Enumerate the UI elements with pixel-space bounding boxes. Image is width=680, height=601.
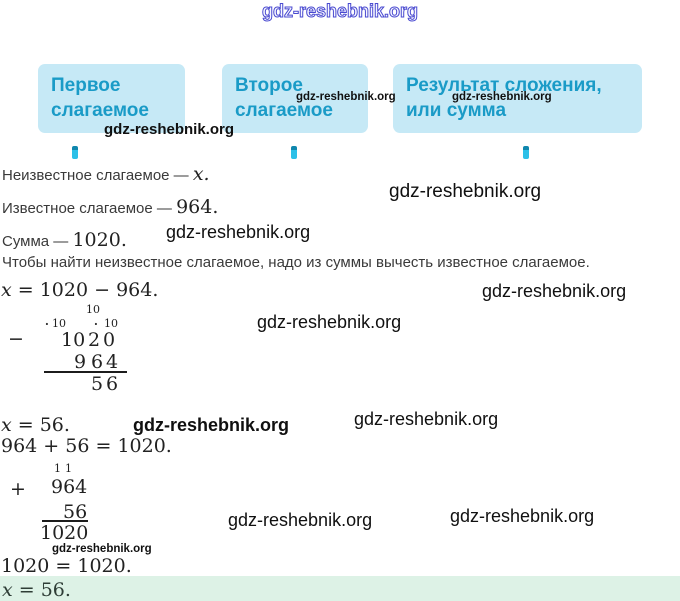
answer-highlight-band: x = 56. bbox=[0, 576, 680, 601]
line-known-addend: Известное слагаемое — 964. bbox=[2, 196, 218, 218]
borrow-note-left: 10 bbox=[52, 317, 66, 330]
equation-check: 964 + 56 = 1020. bbox=[1, 435, 172, 457]
carry-notes: 11 bbox=[54, 462, 76, 475]
subtraction-rule-line bbox=[44, 371, 127, 373]
pointer-marker-sum bbox=[523, 146, 529, 159]
equation-subtraction-var: x bbox=[1, 279, 12, 301]
equation-result-x-var: x bbox=[1, 414, 12, 436]
subtrahend-digit-6: 6 bbox=[91, 351, 104, 373]
watermark: gdz-reshebnik.org bbox=[452, 91, 552, 103]
watermark: gdz-reshebnik.org bbox=[133, 415, 290, 435]
equation-verification: 1020 = 1020. bbox=[1, 555, 132, 577]
pointer-marker-second bbox=[291, 146, 297, 159]
plus-sign: + bbox=[10, 478, 26, 500]
watermark: gdz-reshebnik.org bbox=[52, 543, 152, 555]
line-sum: Сумма — 1020. bbox=[2, 229, 127, 251]
line-sum-label: Сумма — bbox=[2, 233, 73, 250]
line-rule: Чтобы найти неизвестное слагаемое, надо … bbox=[2, 254, 590, 271]
watermark: gdz-reshebnik.org bbox=[482, 281, 627, 301]
watermark: gdz-reshebnik.org bbox=[354, 409, 499, 429]
term-box-second-addend-label: Второе слагаемое bbox=[235, 75, 333, 121]
equation-subtraction: x = 1020 − 964. bbox=[1, 279, 158, 301]
borrow-dot-left: · bbox=[45, 318, 49, 331]
borrow-dot-mid: · bbox=[94, 318, 98, 331]
watermark: gdz-reshebnik.org bbox=[389, 181, 542, 202]
difference-digit-6: 6 bbox=[106, 373, 119, 395]
difference-digit-5: 5 bbox=[91, 373, 104, 395]
term-box-second-addend: Второе слагаемое bbox=[222, 64, 368, 133]
final-answer: x = 56. bbox=[2, 579, 71, 601]
equation-result-x: x = 56. bbox=[1, 414, 70, 436]
borrow-note-right: 10 bbox=[104, 317, 118, 330]
watermark: gdz-reshebnik.org bbox=[228, 510, 373, 530]
watermark: gdz-reshebnik.org bbox=[450, 506, 595, 526]
addition-rule-line bbox=[42, 520, 88, 522]
borrow-note-top: 10 bbox=[86, 303, 100, 316]
equation-subtraction-rest: = 1020 − 964. bbox=[11, 279, 159, 301]
final-answer-rest: = 56. bbox=[12, 579, 71, 601]
addition-sum-digits: 1020 bbox=[40, 522, 89, 544]
line-unknown-addend: Неизвестное слагаемое — x. bbox=[2, 163, 210, 185]
term-box-first-addend-label: Первое слагаемое bbox=[51, 75, 149, 121]
watermark: gdz-reshebnik.org bbox=[166, 222, 311, 242]
minuend-digit-10: 10 bbox=[61, 329, 86, 351]
equation-result-x-rest: = 56. bbox=[11, 414, 70, 436]
minuend-digit-2: 2 bbox=[88, 329, 101, 351]
line-sum-value: 1020. bbox=[72, 229, 127, 251]
term-box-sum: Результат сложения, или сумма bbox=[393, 64, 642, 133]
term-box-first-addend: Первое слагаемое bbox=[38, 64, 185, 133]
line-known-addend-value: 964. bbox=[176, 196, 219, 218]
line-known-addend-label: Известное слагаемое — bbox=[2, 200, 177, 217]
line-unknown-addend-value: x. bbox=[192, 163, 210, 185]
line-unknown-addend-label: Неизвестное слагаемое — bbox=[2, 167, 193, 184]
subtrahend-digit-9: 9 bbox=[74, 351, 87, 373]
watermark: gdz-reshebnik.org bbox=[104, 121, 235, 138]
final-answer-var: x bbox=[2, 579, 13, 601]
subtrahend-digit-4: 4 bbox=[106, 351, 119, 373]
pointer-marker-first bbox=[72, 146, 78, 159]
term-box-sum-label: Результат сложения, или сумма bbox=[406, 75, 602, 121]
watermark: gdz-reshebnik.org bbox=[257, 312, 402, 332]
minus-sign: − bbox=[8, 328, 24, 350]
watermark: gdz-reshebnik.org bbox=[296, 91, 396, 103]
line-rule-text: Чтобы найти неизвестное слагаемое, надо … bbox=[2, 254, 590, 271]
watermark-top: gdz-reshebnik.org bbox=[261, 1, 419, 22]
equation-check-text: 964 + 56 = 1020. bbox=[1, 435, 172, 457]
equation-verification-text: 1020 = 1020. bbox=[1, 555, 132, 577]
addend1-digits: 964 bbox=[51, 476, 88, 498]
addend2-digits: 56 bbox=[63, 501, 88, 523]
minuend-digit-0: 0 bbox=[103, 329, 116, 351]
